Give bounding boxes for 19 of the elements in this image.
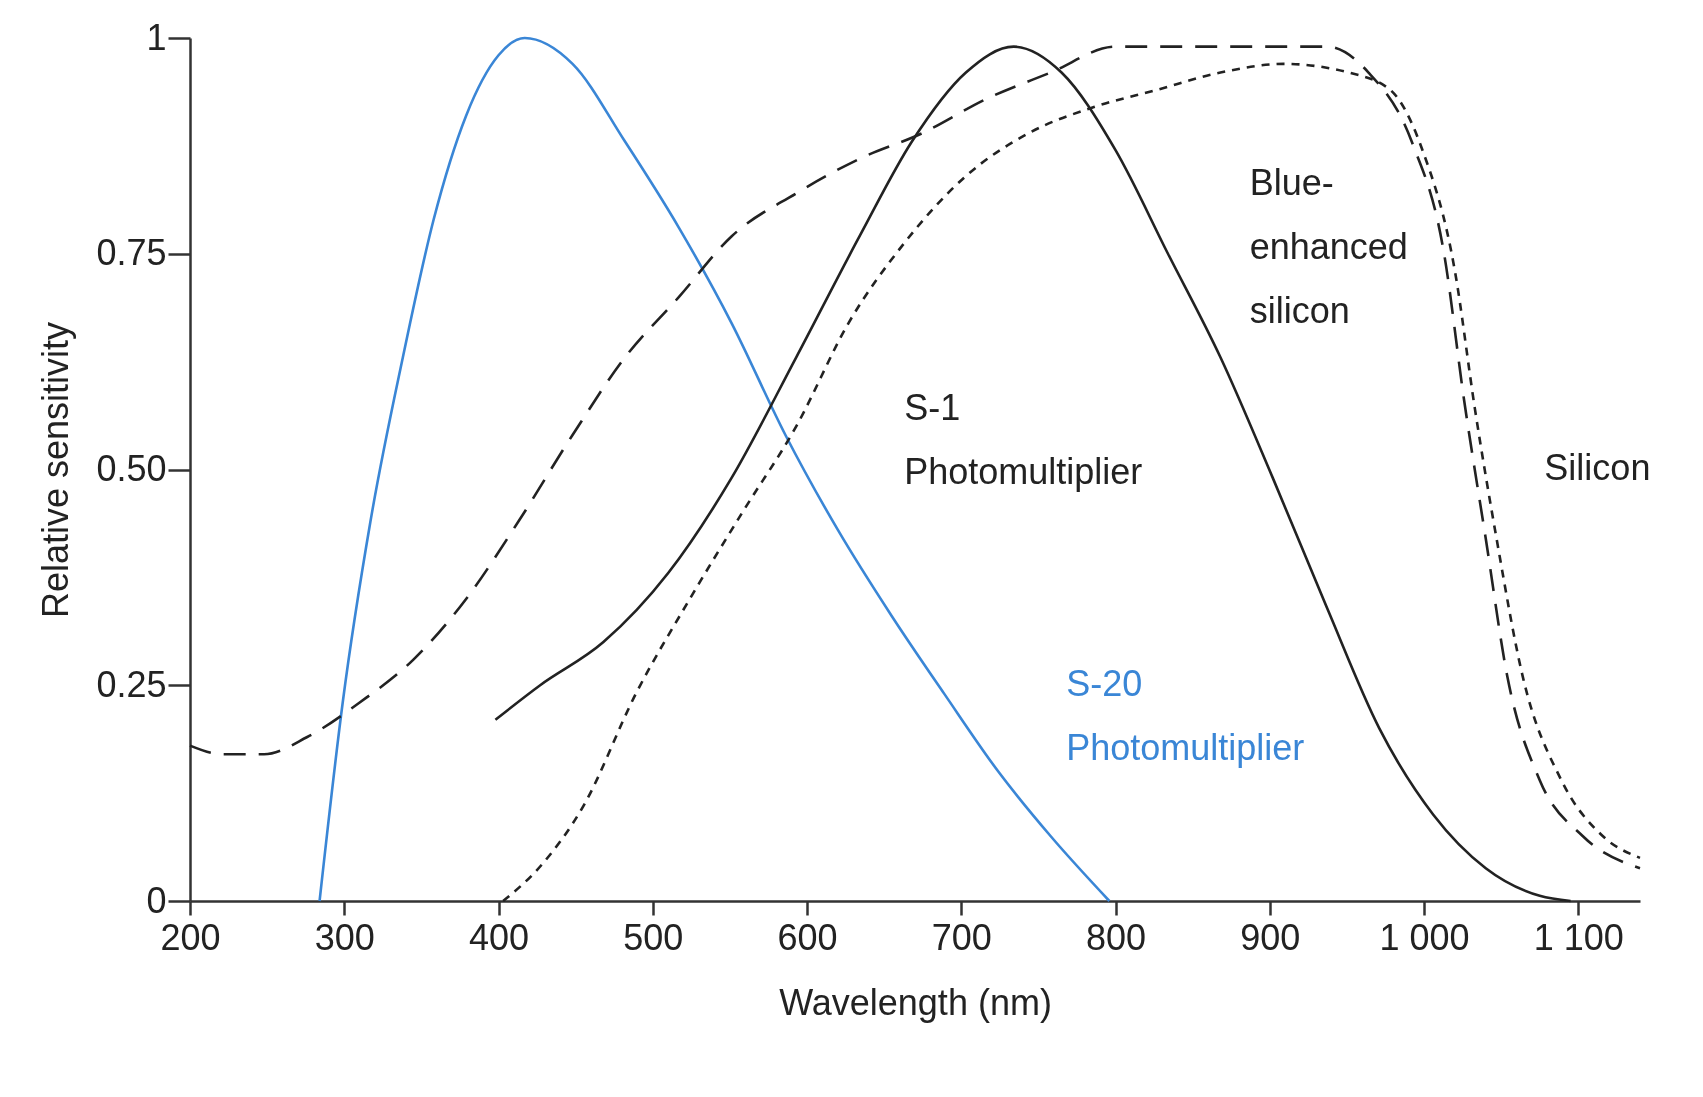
x-tick-label: 500 [623,916,684,958]
y-tick-label: 0.50 [96,448,167,489]
x-tick-label: 800 [1085,916,1147,958]
text: S-1 Photomultiplier [904,386,1143,492]
x-tick-label: 300 [314,916,375,958]
series-label: S-20 Photomultiplier [1066,662,1305,768]
x-tick-label: 900 [1240,916,1301,958]
x-axis-title: Wavelength (nm) [779,981,1052,1023]
series-label: Silicon [1544,447,1651,489]
x-tick-label: 600 [777,916,838,958]
x-tick-label: 400 [468,916,530,958]
series-label: Blue-enhanced silicon [1249,162,1408,332]
y-tick-label: 0.25 [96,663,167,705]
x-tick-label: 700 [931,916,992,958]
y-tick-label: 0.75 [96,232,167,274]
x-tick-label: 1 100 [1533,916,1624,958]
x-tick-label: 1 000 [1379,916,1470,958]
y-axis-title: Relative sensitivity [35,321,77,619]
y-tick-label: 1 [146,16,167,58]
